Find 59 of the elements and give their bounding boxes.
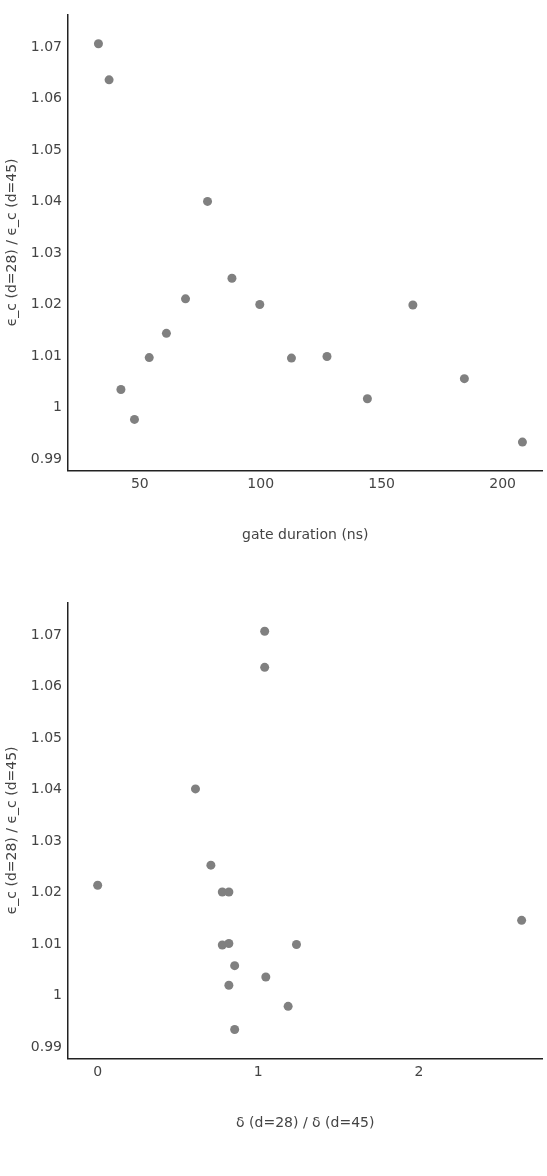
point xyxy=(260,626,270,636)
x-axis-title: δ (d=28) / δ (d=45) xyxy=(236,1114,375,1131)
point xyxy=(291,940,301,950)
point xyxy=(190,784,200,794)
y-tick-label: 1.01 xyxy=(30,934,62,951)
y-tick-label: 1.02 xyxy=(30,883,62,900)
point xyxy=(230,1025,240,1035)
y-tick-label: 1.04 xyxy=(30,192,63,209)
y-tick-label: 1 xyxy=(53,986,62,1003)
point xyxy=(362,394,372,404)
x-tick-label: 50 xyxy=(130,475,149,492)
y-tick-label: 1.02 xyxy=(30,295,62,312)
y-tick-label: 1.06 xyxy=(30,89,63,106)
x-tick-label: 2 xyxy=(414,1063,424,1080)
y-tick-label: 0.99 xyxy=(30,449,62,466)
point xyxy=(224,980,234,990)
x-axis-title: gate duration (ns) xyxy=(241,526,369,543)
y-tick-label: 0.99 xyxy=(30,1037,62,1054)
x-tick-label: 0 xyxy=(93,1063,103,1080)
point xyxy=(260,662,270,672)
y-tick-label: 1.05 xyxy=(30,140,62,157)
x-tick-label: 1 xyxy=(253,1063,263,1080)
point xyxy=(408,300,418,310)
x-tick-label: 150 xyxy=(368,475,396,492)
point xyxy=(224,887,234,897)
point xyxy=(144,353,154,363)
point xyxy=(283,1001,293,1011)
y-tick-label: 1.03 xyxy=(30,831,62,848)
x-tick-label: 200 xyxy=(489,475,516,492)
point xyxy=(227,273,237,283)
point xyxy=(261,972,271,982)
y-tick-label: 1.01 xyxy=(30,346,62,363)
point xyxy=(93,880,103,890)
point xyxy=(517,437,527,447)
y-tick-label: 1.07 xyxy=(30,37,62,54)
point xyxy=(206,860,216,870)
y-tick-label: 1 xyxy=(53,398,62,415)
point xyxy=(129,414,139,424)
y-tick-label: 1.06 xyxy=(30,677,63,694)
y-tick-label: 1.04 xyxy=(30,780,63,797)
point xyxy=(255,299,265,309)
point xyxy=(104,75,114,85)
x-tick-label: 100 xyxy=(247,475,275,492)
y-tick-label: 1.05 xyxy=(30,728,62,745)
point xyxy=(517,915,527,925)
point xyxy=(224,939,234,948)
point xyxy=(322,352,332,362)
point xyxy=(116,385,126,395)
point xyxy=(286,353,296,363)
point xyxy=(181,294,191,304)
y-axis-title: ϵ_c (d=28) / ϵ_c (d=45) xyxy=(3,746,20,915)
point xyxy=(93,39,103,49)
point xyxy=(459,374,469,384)
point xyxy=(203,196,213,206)
y-axis-title: ϵ_c (d=28) / ϵ_c (d=45) xyxy=(3,158,20,327)
y-tick-label: 1.07 xyxy=(30,625,62,642)
point xyxy=(161,328,171,338)
y-tick-label: 1.03 xyxy=(30,243,62,260)
point xyxy=(230,961,240,971)
